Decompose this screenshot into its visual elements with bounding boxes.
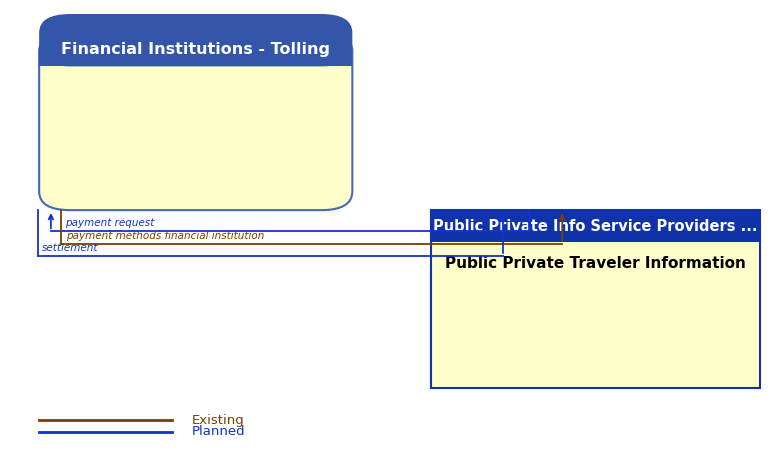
Bar (431, 210, 760, 242)
Text: payment request: payment request (65, 219, 154, 228)
Bar (431, 210, 760, 388)
Text: Public Private Traveler Information: Public Private Traveler Information (445, 255, 745, 270)
FancyBboxPatch shape (39, 14, 352, 66)
Text: Financial Institutions - Tolling: Financial Institutions - Tolling (61, 42, 330, 57)
Bar (39, 48, 352, 66)
FancyBboxPatch shape (39, 33, 352, 210)
Text: Public Private Info Service Providers ...: Public Private Info Service Providers ..… (433, 219, 757, 234)
Text: settlement: settlement (41, 243, 98, 253)
Text: Planned: Planned (192, 425, 245, 439)
Text: Existing: Existing (192, 414, 244, 427)
Text: payment methods financial institution: payment methods financial institution (66, 231, 264, 241)
